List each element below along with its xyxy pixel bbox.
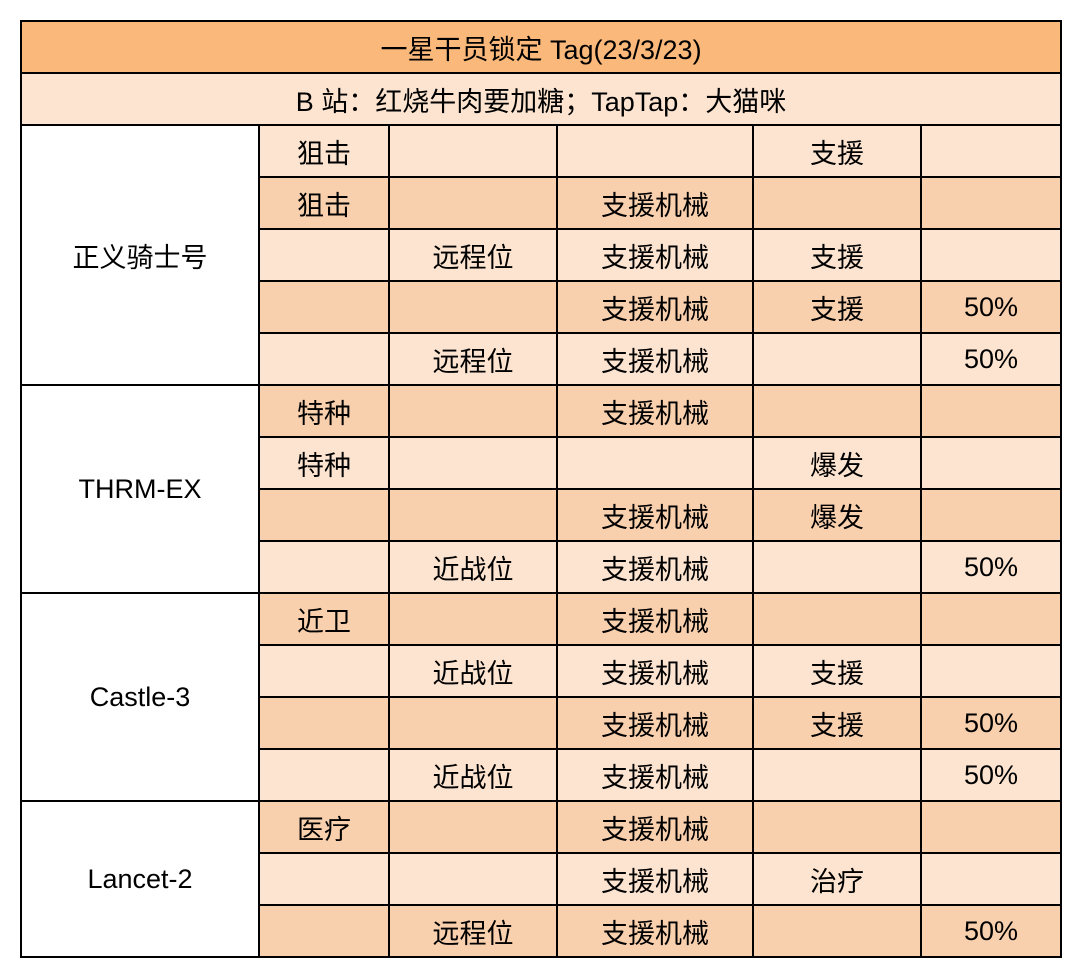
table-row: THRM-EX特种支援机械 [21, 385, 1061, 437]
tag-cell: 支援机械 [557, 593, 753, 645]
tag-cell [389, 385, 557, 437]
tag-cell [389, 593, 557, 645]
tag-cell: 爆发 [753, 489, 921, 541]
tag-cell [921, 645, 1061, 697]
tag-cell [259, 489, 389, 541]
table-row: Lancet-2医疗支援机械 [21, 801, 1061, 853]
tag-cell [753, 541, 921, 593]
tag-cell [389, 489, 557, 541]
table-row: 正义骑士号狙击支援 [21, 125, 1061, 177]
tag-cell: 远程位 [389, 905, 557, 957]
tag-cell: 支援机械 [557, 749, 753, 801]
tag-cell [259, 905, 389, 957]
table-subtitle: B 站：红烧牛肉要加糖；TapTap：大猫咪 [21, 73, 1061, 125]
operator-name: 正义骑士号 [21, 125, 259, 385]
tag-cell [259, 281, 389, 333]
tag-cell [753, 333, 921, 385]
tag-cell [557, 437, 753, 489]
tag-cell [259, 697, 389, 749]
tag-cell: 狙击 [259, 125, 389, 177]
tag-cell [921, 437, 1061, 489]
tag-cell: 支援机械 [557, 281, 753, 333]
operator-name: THRM-EX [21, 385, 259, 593]
tag-cell: 近卫 [259, 593, 389, 645]
tag-cell: 支援机械 [557, 697, 753, 749]
table-row: Castle-3近卫支援机械 [21, 593, 1061, 645]
tag-cell: 支援 [753, 125, 921, 177]
tag-cell [753, 593, 921, 645]
tag-cell [389, 697, 557, 749]
tag-cell: 支援机械 [557, 905, 753, 957]
tag-cell [259, 853, 389, 905]
tag-cell [389, 437, 557, 489]
tag-cell: 特种 [259, 437, 389, 489]
tag-cell: 爆发 [753, 437, 921, 489]
tag-cell [557, 125, 753, 177]
tag-cell [259, 229, 389, 281]
tag-cell [389, 125, 557, 177]
tag-cell: 50% [921, 281, 1061, 333]
tag-cell [389, 853, 557, 905]
tag-cell: 治疗 [753, 853, 921, 905]
tag-cell [389, 801, 557, 853]
tag-cell [259, 749, 389, 801]
tag-cell: 近战位 [389, 749, 557, 801]
tag-cell: 支援机械 [557, 853, 753, 905]
tag-cell: 支援机械 [557, 541, 753, 593]
tag-cell: 50% [921, 749, 1061, 801]
tag-cell: 支援机械 [557, 177, 753, 229]
tag-cell: 远程位 [389, 333, 557, 385]
tag-cell [921, 593, 1061, 645]
tag-cell: 支援 [753, 281, 921, 333]
tag-cell [753, 177, 921, 229]
tag-cell [753, 749, 921, 801]
tag-cell: 支援 [753, 645, 921, 697]
tag-cell [921, 489, 1061, 541]
operator-name: Castle-3 [21, 593, 259, 801]
tag-cell: 特种 [259, 385, 389, 437]
tag-cell [259, 333, 389, 385]
tag-cell [921, 229, 1061, 281]
operator-name: Lancet-2 [21, 801, 259, 957]
tag-cell [389, 177, 557, 229]
tag-cell: 狙击 [259, 177, 389, 229]
tag-cell: 支援机械 [557, 229, 753, 281]
table-title: 一星干员锁定 Tag(23/3/23) [21, 21, 1061, 73]
tag-cell: 50% [921, 541, 1061, 593]
tag-table: 一星干员锁定 Tag(23/3/23)B 站：红烧牛肉要加糖；TapTap：大猫… [20, 20, 1062, 958]
tag-cell: 50% [921, 697, 1061, 749]
tag-cell: 近战位 [389, 645, 557, 697]
tag-cell [753, 905, 921, 957]
tag-cell: 50% [921, 333, 1061, 385]
tag-cell [753, 801, 921, 853]
tag-cell: 支援机械 [557, 333, 753, 385]
tag-cell [921, 125, 1061, 177]
tag-cell: 支援机械 [557, 645, 753, 697]
tag-cell: 远程位 [389, 229, 557, 281]
tag-cell: 50% [921, 905, 1061, 957]
tag-cell [389, 281, 557, 333]
tag-cell: 支援机械 [557, 801, 753, 853]
tag-cell [921, 385, 1061, 437]
tag-cell: 支援机械 [557, 489, 753, 541]
tag-cell [259, 645, 389, 697]
tag-cell [753, 385, 921, 437]
tag-cell: 医疗 [259, 801, 389, 853]
tag-cell: 近战位 [389, 541, 557, 593]
tag-cell [921, 853, 1061, 905]
tag-cell: 支援 [753, 229, 921, 281]
tag-cell [259, 541, 389, 593]
tag-cell [921, 177, 1061, 229]
tag-cell [921, 801, 1061, 853]
tag-cell: 支援 [753, 697, 921, 749]
tag-cell: 支援机械 [557, 385, 753, 437]
